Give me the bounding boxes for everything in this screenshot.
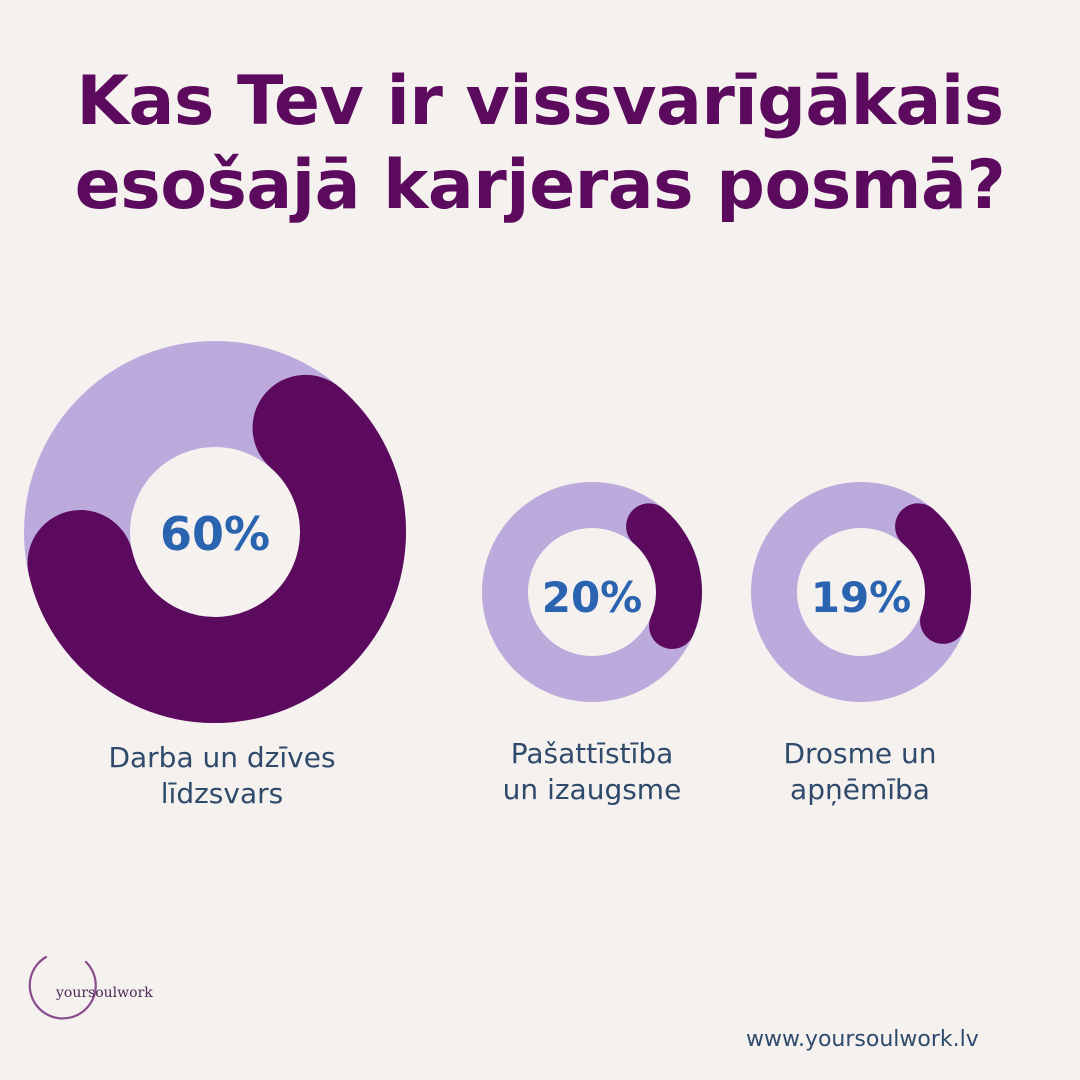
logo-ring-icon — [28, 955, 97, 1020]
page-title: Kas Tev ir vissvarīgākais esošajā karjer… — [0, 60, 1080, 228]
caption-1-line-2: līdzsvars — [160, 777, 284, 810]
percent-label-3: 19% — [811, 573, 912, 622]
donut-arc-1 — [27, 374, 406, 723]
website-link[interactable]: www.yoursoulwork.lv — [746, 1027, 979, 1052]
percent-label-2: 20% — [542, 573, 643, 622]
caption-1: Darba un dzīves līdzsvars — [72, 740, 372, 812]
caption-3: Drosme un apņēmība — [740, 736, 980, 808]
donut-arc-2 — [626, 503, 702, 649]
title-line-2: esošajā karjeras posmā? — [74, 146, 1006, 225]
caption-2-line-2: un izaugsme — [502, 773, 682, 806]
caption-3-line-2: apņēmība — [790, 773, 930, 806]
donut-arc-3 — [895, 503, 971, 644]
caption-1-line-1: Darba un dzīves — [108, 741, 336, 774]
percent-label-1: 60% — [160, 507, 270, 561]
title-line-1: Kas Tev ir vissvarīgākais — [76, 62, 1004, 141]
caption-2-line-1: Pašattīstība — [510, 737, 674, 770]
logo-text: yoursoulwork — [56, 985, 153, 1001]
caption-3-line-1: Drosme un — [783, 737, 937, 770]
caption-2: Pašattīstība un izaugsme — [462, 736, 722, 808]
